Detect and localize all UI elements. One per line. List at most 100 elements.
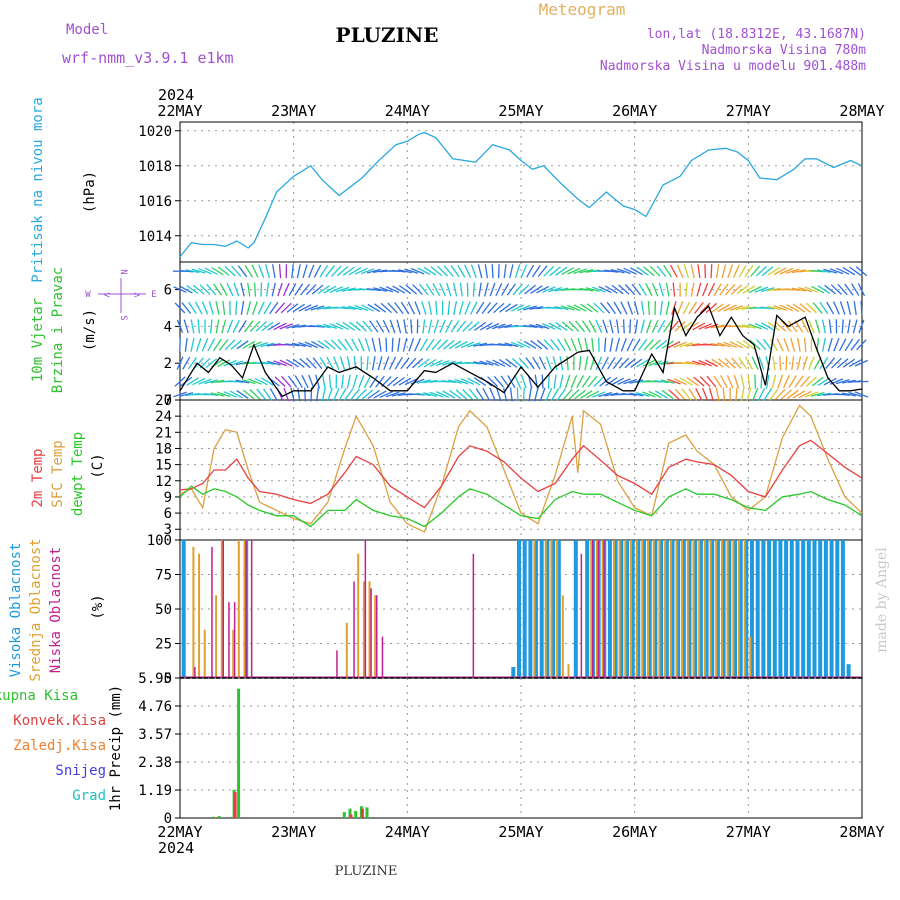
wind-barb bbox=[380, 302, 392, 314]
wind-barb bbox=[181, 302, 192, 314]
wind-barb bbox=[738, 357, 748, 370]
wind-barb bbox=[510, 341, 525, 348]
y-tick-label: 3.57 bbox=[138, 727, 172, 743]
svg-text:>: > bbox=[134, 290, 140, 301]
cloud-bar-mid bbox=[652, 540, 655, 678]
wind-barb bbox=[613, 301, 622, 315]
wind-barb bbox=[740, 374, 745, 389]
wind-barb bbox=[217, 266, 230, 276]
wind-barb bbox=[790, 337, 796, 352]
lonlat-text: lon,lat (18.8312E, 43.1687N) bbox=[647, 27, 866, 42]
wind-barb bbox=[835, 378, 850, 385]
wind-barb bbox=[327, 387, 333, 402]
cloud-bar-high bbox=[823, 540, 828, 678]
wind-barb bbox=[193, 357, 204, 369]
wind-barb bbox=[346, 356, 351, 371]
wind-barb bbox=[748, 323, 762, 330]
cloud-bar-high bbox=[806, 540, 811, 678]
cloud-bar-low bbox=[597, 540, 600, 678]
wind-barb bbox=[654, 360, 669, 366]
wind-barb bbox=[414, 301, 421, 315]
wind-barb bbox=[435, 391, 450, 398]
wind-barb bbox=[229, 360, 244, 366]
wind-barb bbox=[711, 303, 724, 313]
wind-barb bbox=[559, 374, 564, 389]
wind-barb bbox=[404, 378, 418, 386]
wind-barb bbox=[337, 338, 348, 351]
wind-barb bbox=[473, 342, 488, 347]
wind-barb bbox=[336, 266, 349, 277]
wind-barb bbox=[423, 392, 438, 397]
wind-barb bbox=[446, 282, 452, 297]
wind-barb bbox=[237, 265, 248, 278]
wind-barb bbox=[374, 303, 387, 313]
wind-barb bbox=[649, 339, 661, 351]
wind-barb bbox=[394, 356, 403, 370]
wind-barb bbox=[850, 338, 861, 351]
wind-barb bbox=[346, 374, 351, 389]
wind-barb bbox=[552, 356, 558, 371]
wind-barb bbox=[842, 358, 856, 368]
wind-barb bbox=[762, 338, 773, 351]
wind-barb bbox=[724, 283, 736, 296]
wind-barb bbox=[579, 287, 594, 292]
wind-barb bbox=[271, 282, 276, 297]
x-tick-label-bottom: 24MAY bbox=[385, 823, 430, 841]
wind-barb bbox=[798, 286, 813, 293]
wind-barb bbox=[412, 284, 423, 296]
cloud-bar-high bbox=[778, 540, 783, 678]
wind-barb bbox=[273, 322, 287, 331]
wind-barb bbox=[242, 340, 256, 349]
wind-barb bbox=[518, 357, 529, 369]
wind-barb bbox=[483, 282, 489, 297]
wind-barb bbox=[701, 387, 709, 402]
model-elevation-text: Nadmorska Visina u modelu 901.488m bbox=[600, 59, 866, 74]
wind-barb bbox=[246, 301, 252, 315]
cloud-bar-high bbox=[721, 540, 726, 678]
wind-barb bbox=[241, 378, 256, 385]
wind-barb bbox=[179, 392, 194, 397]
cloud-bar-high bbox=[687, 540, 692, 678]
wind-barb bbox=[262, 388, 273, 401]
wind-barb bbox=[555, 266, 568, 276]
wind-barb bbox=[497, 264, 500, 279]
wind-barb bbox=[360, 268, 375, 275]
wind-barb bbox=[257, 301, 265, 315]
y-tick-label: 5.95 bbox=[138, 671, 172, 687]
wind-barb bbox=[657, 319, 666, 333]
wind-barb bbox=[442, 339, 455, 350]
wind-barb bbox=[553, 374, 557, 389]
wind-barb bbox=[470, 264, 477, 279]
wind-barb bbox=[379, 391, 393, 398]
cloud-bar-mid bbox=[567, 664, 570, 678]
cloud-bar-high bbox=[556, 540, 561, 678]
wind-barb bbox=[781, 320, 792, 332]
wind-barb bbox=[690, 282, 695, 297]
wind-barb bbox=[240, 300, 245, 316]
wind-barb bbox=[726, 374, 734, 389]
cloud-bar-high bbox=[744, 540, 749, 678]
cloud-bar-mid bbox=[749, 636, 752, 678]
wind-barb bbox=[373, 390, 387, 399]
wind-barb bbox=[408, 337, 415, 352]
cloud-bar-high bbox=[715, 540, 720, 678]
wind-barb bbox=[538, 356, 547, 370]
wind-barb bbox=[184, 337, 188, 352]
wind-barb bbox=[766, 305, 781, 311]
cloud-bar-mid bbox=[624, 540, 627, 678]
wind-barb bbox=[550, 388, 560, 401]
wind-barb bbox=[308, 264, 315, 278]
wind-barb bbox=[244, 264, 253, 278]
wind-barb bbox=[713, 283, 722, 296]
cloud-bar-high bbox=[755, 540, 760, 678]
wind-barb bbox=[524, 284, 537, 295]
wind-barb bbox=[520, 264, 528, 278]
wind-barb bbox=[173, 286, 187, 293]
wind-barb bbox=[455, 389, 468, 400]
wind-barb bbox=[581, 320, 591, 333]
wind-barb bbox=[285, 343, 300, 347]
wind-barb bbox=[735, 387, 738, 402]
wind-barb bbox=[223, 391, 237, 398]
y-tick-label: 15 bbox=[155, 458, 172, 474]
wind-barb bbox=[299, 358, 311, 369]
